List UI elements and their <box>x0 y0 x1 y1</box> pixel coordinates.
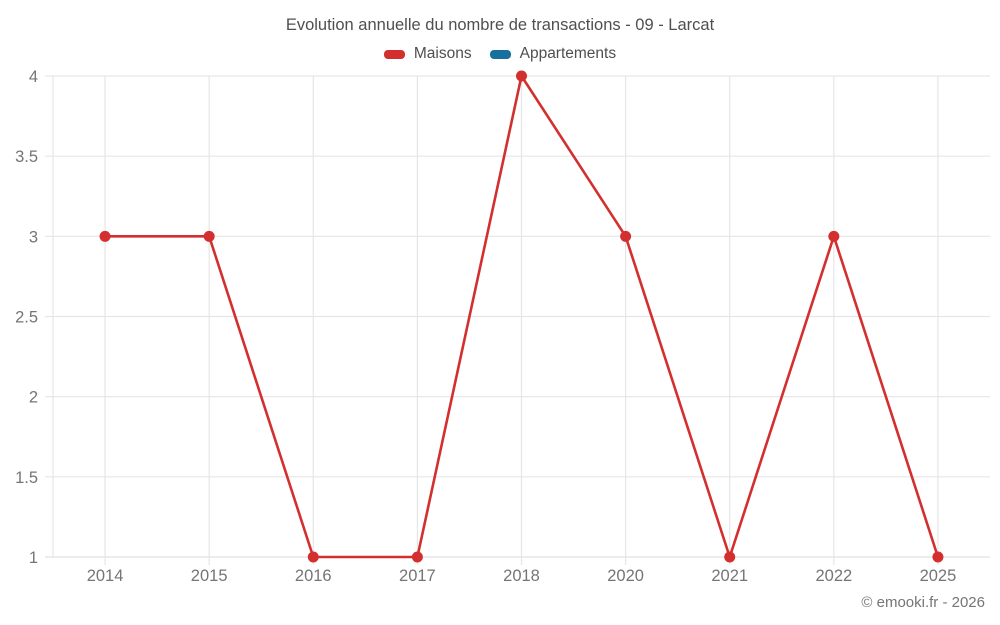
y-tick-label: 1.5 <box>15 469 38 487</box>
legend-label-appartements: Appartements <box>519 45 617 62</box>
maisons-data-point[interactable] <box>620 230 632 242</box>
appartements-legend-swatch-icon <box>489 49 511 59</box>
legend-item-appartements[interactable]: Appartements <box>489 45 617 63</box>
y-tick-label: 2 <box>29 389 38 407</box>
footer-credit: © emooki.fr - 2026 <box>861 594 985 611</box>
maisons-data-point[interactable] <box>828 230 840 242</box>
maisons-data-point[interactable] <box>724 551 736 563</box>
chart-title: Evolution annuelle du nombre de transact… <box>285 16 715 34</box>
x-tick-label: 2021 <box>711 567 748 585</box>
maisons-data-point[interactable] <box>307 551 319 563</box>
chart-legend: Maisons Appartements <box>0 45 1000 63</box>
maisons-data-point[interactable] <box>411 551 423 563</box>
x-tick-label: 2022 <box>815 567 852 585</box>
x-tick-label: 2015 <box>191 567 228 585</box>
x-tick-label: 2020 <box>607 567 644 585</box>
y-tick-label: 3 <box>29 228 38 246</box>
y-tick-label: 3.5 <box>15 148 38 166</box>
x-tick-label: 2014 <box>87 567 124 585</box>
x-tick-label: 2018 <box>503 567 540 585</box>
maisons-data-point[interactable] <box>203 230 215 242</box>
legend-label-maisons: Maisons <box>413 45 472 62</box>
y-tick-label: 2.5 <box>15 309 38 327</box>
maisons-legend-swatch-icon <box>383 49 405 59</box>
x-tick-label: 2017 <box>399 567 436 585</box>
maisons-data-point[interactable] <box>932 551 944 563</box>
legend-item-maisons[interactable]: Maisons <box>383 45 472 63</box>
y-tick-label: 4 <box>29 68 38 86</box>
maisons-data-point[interactable] <box>516 70 527 82</box>
y-tick-label: 1 <box>29 549 38 567</box>
x-tick-label: 2016 <box>295 567 332 585</box>
x-tick-label: 2025 <box>920 567 957 585</box>
maisons-data-point[interactable] <box>99 230 111 242</box>
